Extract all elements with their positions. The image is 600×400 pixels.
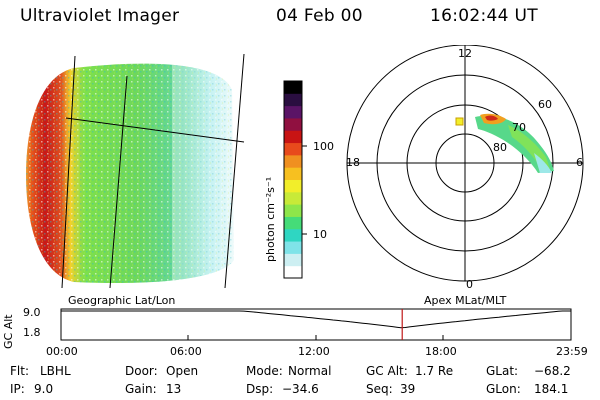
flt-value: LBHL: [40, 364, 71, 378]
timeline-y-tick-high: 9.0: [23, 306, 41, 319]
timeline-x-tick-0000: 00:00: [46, 345, 78, 358]
colorbar-swatch: [284, 241, 302, 254]
colorbar-swatch: [284, 228, 302, 242]
mlt-label-12: 12: [458, 47, 472, 60]
gain-label: Gain:: [125, 382, 157, 396]
date-label: 04 Feb 00: [276, 6, 363, 26]
mlat-label-60: 60: [538, 98, 552, 111]
colorbar-swatch: [284, 105, 302, 119]
gc-alt-label: GC Alt:: [366, 364, 408, 378]
glat-value: −68.2: [534, 364, 571, 378]
seq-label: Seq:: [366, 382, 393, 396]
colorbar-swatch: [284, 142, 302, 156]
door-label: Door:: [125, 364, 158, 378]
glon-value: 184.1: [534, 382, 569, 396]
timeline-x-tick-0600: 06:00: [170, 345, 202, 358]
mlt-label-18: 18: [346, 156, 360, 169]
timeline-x-tick-2359: 23:59: [556, 345, 588, 358]
colorbar-swatch: [284, 130, 302, 144]
gc-alt-value: 1.7 Re: [415, 364, 454, 378]
dsp-value: −34.6: [282, 382, 319, 396]
colorbar-swatch: [284, 81, 302, 94]
glon-label: GLon:: [486, 382, 521, 396]
colorbar-swatch: [284, 253, 302, 267]
geographic-caption: Geographic Lat/Lon: [68, 294, 176, 307]
mode-label: Mode:: [246, 364, 283, 378]
timeline-x-tick-1800: 18:00: [425, 345, 457, 358]
colorbar-swatch: [284, 179, 302, 193]
mlat-label-70: 70: [512, 121, 526, 134]
mlt-label-6: 6: [576, 156, 583, 169]
colorbar-unit-label: photon cm⁻²s⁻¹: [264, 176, 277, 262]
flt-label: Flt:: [10, 364, 29, 378]
colorbar-swatch: [284, 204, 302, 217]
colorbar-swatch: [284, 117, 302, 131]
polar-plot[interactable]: [340, 45, 590, 290]
colorbar-swatch: [284, 265, 302, 279]
colorbar: [283, 80, 307, 279]
colorbar-swatch: [284, 216, 302, 230]
info-row-1: Flt: LBHL Door: Open Mode: Normal GC Alt…: [10, 364, 590, 380]
colorbar-swatch: [284, 167, 302, 180]
polar-caption: Apex MLat/MLT: [424, 294, 507, 307]
dsp-label: Dsp:: [246, 382, 274, 396]
ip-label: IP:: [10, 382, 25, 396]
mode-value: Normal: [288, 364, 332, 378]
altitude-timeline[interactable]: [60, 308, 574, 344]
timeline-y-tick-low: 1.8: [23, 326, 41, 339]
gain-value: 13: [166, 382, 182, 396]
timeline-x-tick-1200: 12:00: [298, 345, 330, 358]
geographic-image[interactable]: [22, 50, 252, 290]
colorbar-tick-low: 10: [313, 228, 327, 241]
instrument-title: Ultraviolet Imager: [20, 6, 180, 26]
door-value: Open: [166, 364, 199, 378]
mlat-label-80: 80: [493, 141, 507, 154]
time-label: 16:02:44 UT: [430, 6, 538, 26]
info-row-2: IP: 9.0 Gain: 13 Dsp: −34.6 Seq: 39 GLon…: [10, 382, 590, 398]
ip-value: 9.0: [34, 382, 54, 396]
glat-label: GLat:: [486, 364, 519, 378]
colorbar-swatch: [284, 93, 302, 107]
colorbar-swatch: [284, 191, 302, 205]
colorbar-swatch: [284, 154, 302, 168]
seq-value: 39: [400, 382, 416, 396]
colorbar-tick-high: 100: [313, 140, 334, 153]
mlt-label-0: 0: [466, 278, 473, 291]
timeline-y-axis-label: GC Alt: [2, 314, 15, 349]
